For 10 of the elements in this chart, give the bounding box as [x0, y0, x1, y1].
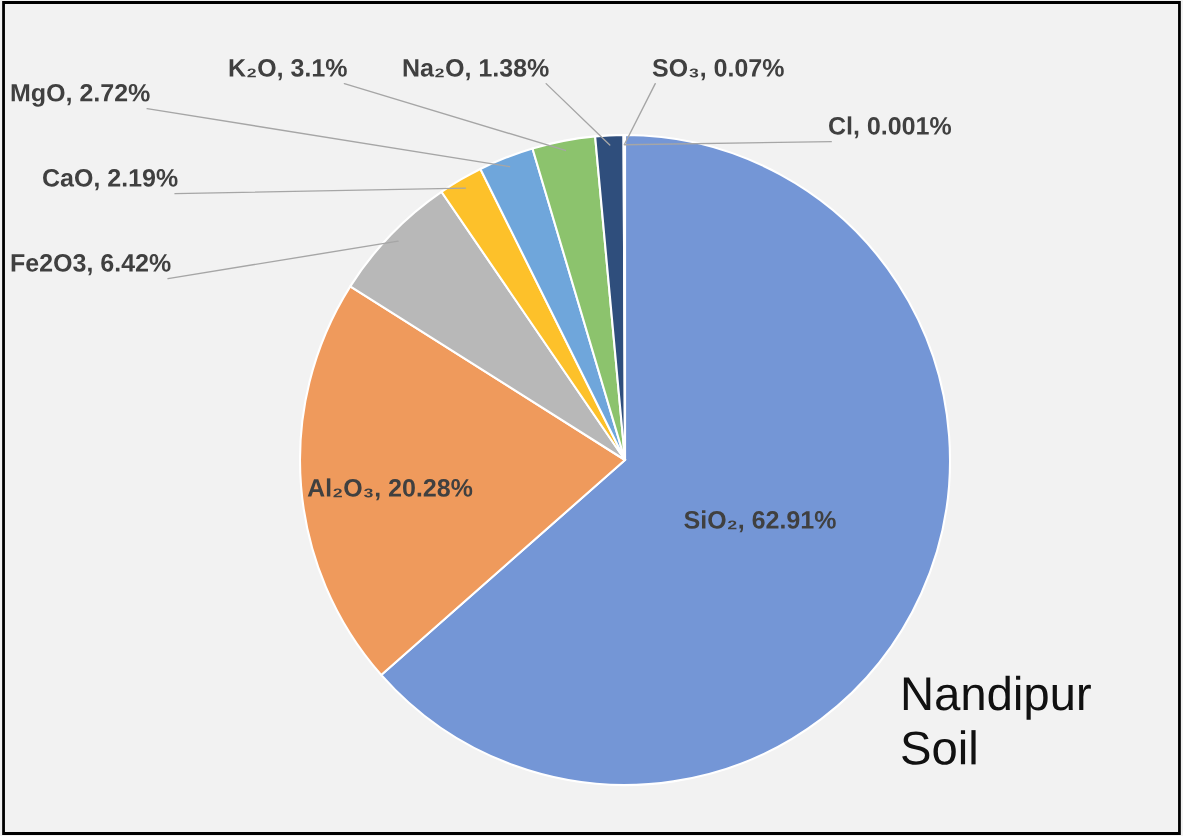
slice-label: Al₂O₃, 20.28% [307, 478, 473, 501]
slice-label: Na₂O, 1.38% [403, 59, 549, 81]
text: Nandipur Soil [902, 675, 1091, 765]
slice-label: SO₃, 0.07% [652, 59, 784, 81]
slice-label: SiO₂, 62.91% [684, 510, 836, 533]
slice-label: Cl, 0.001% [829, 116, 952, 139]
slice-label: K₂O, 3.1% [229, 59, 347, 81]
slice-label: MgO, 2.72% [11, 83, 150, 107]
slice-label: Fe2O3, 6.42% [11, 254, 171, 276]
slice-label: CaO, 2.19% [43, 169, 178, 191]
